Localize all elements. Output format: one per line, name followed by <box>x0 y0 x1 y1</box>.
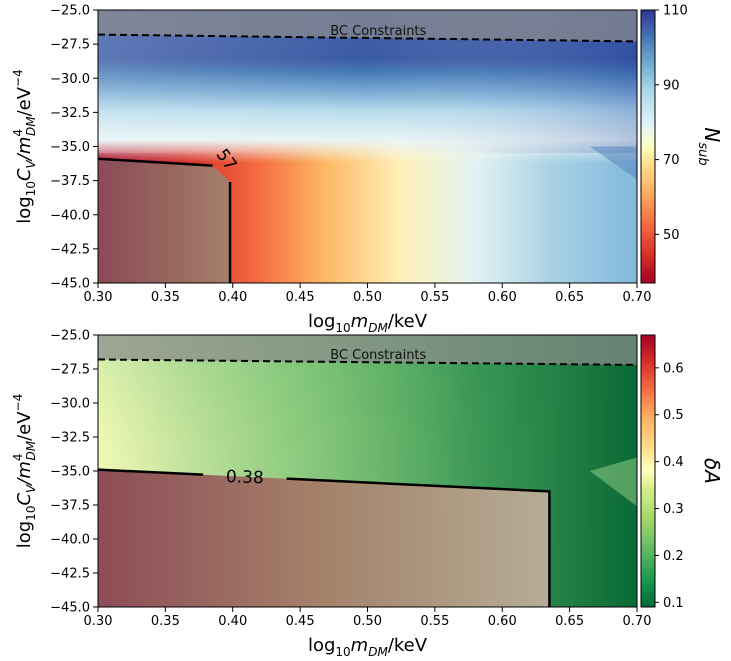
y-tick-label: −35.0 <box>50 140 90 155</box>
y-axis-label: log10CV/m4DM/eV−4 <box>11 69 38 224</box>
x-tick-label: 0.35 <box>151 614 180 629</box>
contour-line <box>98 468 204 476</box>
x-tick-label: 0.60 <box>488 290 517 305</box>
colorbar-tick-label: 0.5 <box>663 408 684 423</box>
y-tick-label: −32.5 <box>50 106 90 121</box>
x-tick-label: 0.70 <box>623 290 652 305</box>
bc-constraints-label: BC Constraints <box>330 24 426 39</box>
x-tick-label: 0.55 <box>420 290 449 305</box>
bc-constraints-line <box>98 358 637 366</box>
bc-constraints-label: BC Constraints <box>330 348 426 363</box>
x-tick-label: 0.55 <box>420 614 449 629</box>
x-tick-label: 0.30 <box>84 290 113 305</box>
colorbar-gradient <box>640 9 656 284</box>
colorbar-tick-label: 0.2 <box>663 549 684 564</box>
x-tick-label: 0.40 <box>218 614 247 629</box>
y-tick-label: −35.0 <box>50 465 90 480</box>
colorbar-label: Nsub <box>695 127 724 165</box>
x-tick-label: 0.35 <box>151 290 180 305</box>
y-tick-label: −42.5 <box>50 242 90 257</box>
heatmap-edge <box>589 146 637 180</box>
y-tick-label: −40.0 <box>50 533 90 548</box>
bottom-colorbar: 0.6 0.5 0.4 0.3 0.2 0.1 δA <box>640 334 724 611</box>
colorbar-tick-label: 0.3 <box>663 502 684 517</box>
bottom-panel: BC Constraints 0.38 0.30 0.35 0.40 0.45 0.50 0.… <box>11 329 724 660</box>
contour-label: 0.38 <box>226 467 265 488</box>
x-tick-label: 0.70 <box>623 614 652 629</box>
y-tick-label: −27.5 <box>50 363 90 378</box>
y-tick-label: −40.0 <box>50 208 90 223</box>
x-tick-label: 0.30 <box>84 614 113 629</box>
colorbar-gradient <box>640 334 656 608</box>
colorbar-tick-label: 90 <box>663 78 680 93</box>
top-heatmap <box>98 10 637 283</box>
x-tick-label: 0.65 <box>555 614 584 629</box>
y-tick-label: −27.5 <box>50 38 90 53</box>
y-tick-label: −25.0 <box>50 4 90 19</box>
excluded-region <box>98 158 231 283</box>
contour-line <box>98 157 213 167</box>
y-tick-label: −37.5 <box>50 174 90 189</box>
x-tick-label: 0.65 <box>555 290 584 305</box>
x-tick-label: 0.50 <box>353 290 382 305</box>
colorbar-tick-label: 50 <box>663 228 680 243</box>
x-tick-label: 0.45 <box>286 290 315 305</box>
bc-constraints-region <box>98 335 637 365</box>
contour-line <box>286 477 551 607</box>
bottom-heatmap <box>98 335 637 607</box>
x-tick-label: 0.50 <box>353 614 382 629</box>
top-colorbar: 110 90 70 50 Nsub <box>640 4 724 284</box>
y-tick-label: −32.5 <box>50 431 90 446</box>
x-axis-label: log10mDM/keV <box>308 635 428 659</box>
colorbar-tick-label: 70 <box>663 153 680 168</box>
colorbar-tick-label: 0.4 <box>663 455 684 470</box>
x-tick-label: 0.45 <box>286 614 315 629</box>
colorbar-tick-label: 0.6 <box>663 361 684 376</box>
y-tick-label: −30.0 <box>50 397 90 412</box>
x-tick-label: 0.40 <box>218 290 247 305</box>
y-tick-label: −30.0 <box>50 72 90 87</box>
y-tick-label: −42.5 <box>50 567 90 582</box>
bc-constraints-region <box>98 10 637 42</box>
heatmap-edge <box>589 457 637 507</box>
excluded-region <box>98 469 550 607</box>
y-tick-label: −25.0 <box>50 329 90 344</box>
y-tick-label: −37.5 <box>50 499 90 514</box>
y-axis-label: log10CV/m4DM/eV−4 <box>11 394 38 549</box>
colorbar-tick-label: 0.1 <box>663 596 684 611</box>
colorbar-label: δA <box>700 458 724 484</box>
colorbar-tick-label: 110 <box>663 4 688 19</box>
y-tick-label: −45.0 <box>50 601 90 616</box>
x-axis-label: log10mDM/keV <box>308 311 428 335</box>
y-tick-label: −45.0 <box>50 277 90 292</box>
bc-constraints-line <box>98 33 637 43</box>
x-tick-label: 0.60 <box>488 614 517 629</box>
